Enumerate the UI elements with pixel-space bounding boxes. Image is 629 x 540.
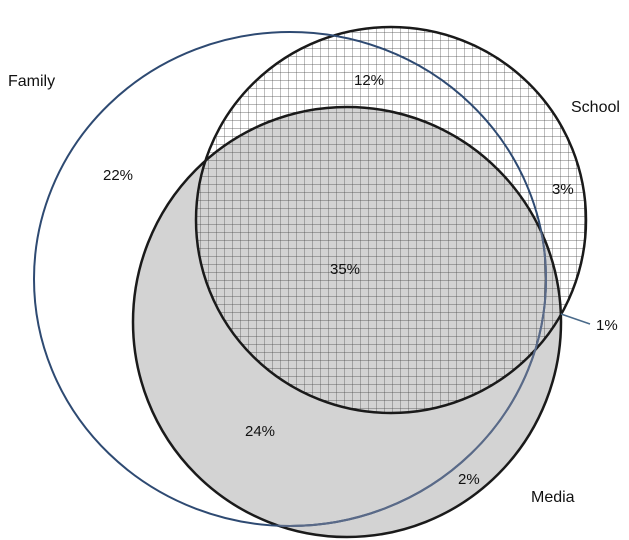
region-family-media: 24% <box>245 423 275 440</box>
leader-line-1pct <box>560 313 591 325</box>
label-media: Media <box>531 489 575 506</box>
region-family-only: 22% <box>103 167 133 184</box>
region-family-school: 3% <box>552 181 574 198</box>
region-school-media: 1% <box>596 317 618 334</box>
label-family: Family <box>8 73 55 90</box>
region-all-three: 35% <box>330 261 360 278</box>
school-circle <box>194 25 588 415</box>
media-circle <box>131 105 563 539</box>
family-circle-inner-segment <box>133 107 547 527</box>
label-school: School <box>571 99 620 116</box>
region-school-only: 12% <box>354 72 384 89</box>
school-circle-hatch <box>196 27 586 413</box>
region-media-outside-family: 2% <box>458 471 480 488</box>
